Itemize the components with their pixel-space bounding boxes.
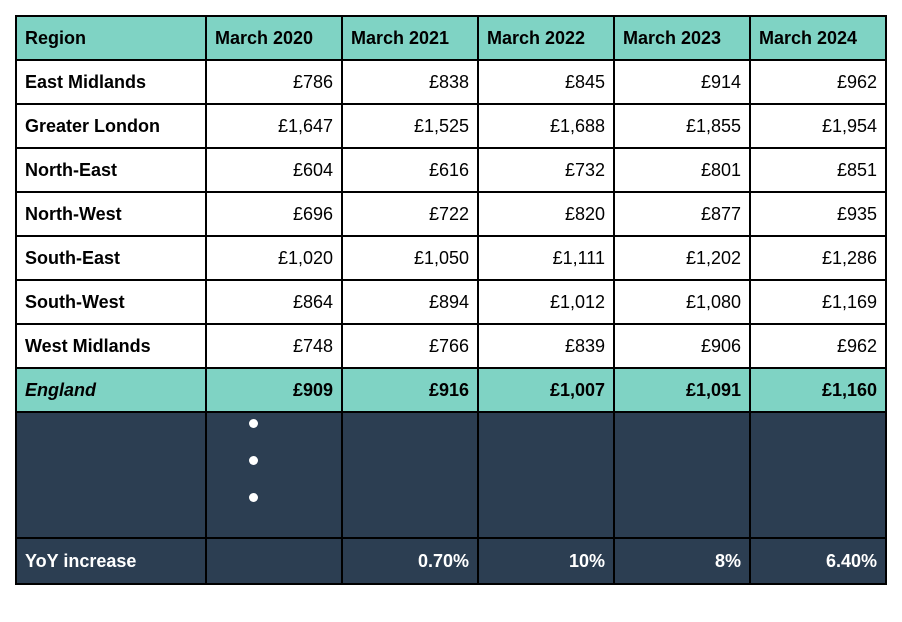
cell-value: £962: [750, 60, 886, 104]
cell-value: £1,050: [342, 236, 478, 280]
col-header-region: Region: [16, 16, 206, 60]
table-row: East Midlands £786 £838 £845 £914 £962: [16, 60, 886, 104]
cell-value: £1,169: [750, 280, 886, 324]
cell-value: £962: [750, 324, 886, 368]
yoy-value: [206, 538, 342, 584]
dot-icon: [249, 456, 258, 465]
table-row: West Midlands £748 £766 £839 £906 £962: [16, 324, 886, 368]
cell-value: £839: [478, 324, 614, 368]
region-name: East Midlands: [16, 60, 206, 104]
cell-value: £766: [342, 324, 478, 368]
table-row: South-West £864 £894 £1,012 £1,080 £1,16…: [16, 280, 886, 324]
england-summary-row: England £909 £916 £1,007 £1,091 £1,160: [16, 368, 886, 412]
cell-value: £616: [342, 148, 478, 192]
dots-container: [249, 419, 258, 502]
england-value: £909: [206, 368, 342, 412]
region-name: South-East: [16, 236, 206, 280]
cell-value: £1,080: [614, 280, 750, 324]
yoy-label: YoY increase: [16, 538, 206, 584]
england-value: £916: [342, 368, 478, 412]
decor-empty-cell: [16, 412, 206, 538]
cell-value: £1,647: [206, 104, 342, 148]
cell-value: £851: [750, 148, 886, 192]
cell-value: £838: [342, 60, 478, 104]
cell-value: £801: [614, 148, 750, 192]
rent-table: Region March 2020 March 2021 March 2022 …: [15, 15, 887, 585]
region-name: West Midlands: [16, 324, 206, 368]
table-row: North-East £604 £616 £732 £801 £851: [16, 148, 886, 192]
cell-value: £604: [206, 148, 342, 192]
col-header-2021: March 2021: [342, 16, 478, 60]
dot-icon: [249, 419, 258, 428]
decor-empty-cell: [750, 412, 886, 538]
cell-value: £722: [342, 192, 478, 236]
table-row: South-East £1,020 £1,050 £1,111 £1,202 £…: [16, 236, 886, 280]
cell-value: £1,525: [342, 104, 478, 148]
cell-value: £1,111: [478, 236, 614, 280]
yoy-value: 0.70%: [342, 538, 478, 584]
col-header-2020: March 2020: [206, 16, 342, 60]
cell-value: £935: [750, 192, 886, 236]
cell-value: £1,855: [614, 104, 750, 148]
cell-value: £845: [478, 60, 614, 104]
region-name: North-East: [16, 148, 206, 192]
cell-value: £1,020: [206, 236, 342, 280]
yoy-value: 10%: [478, 538, 614, 584]
cell-value: £1,954: [750, 104, 886, 148]
col-header-2024: March 2024: [750, 16, 886, 60]
table-row: Greater London £1,647 £1,525 £1,688 £1,8…: [16, 104, 886, 148]
cell-value: £786: [206, 60, 342, 104]
decor-empty-cell: [478, 412, 614, 538]
cell-value: £1,286: [750, 236, 886, 280]
dot-icon: [249, 493, 258, 502]
cell-value: £1,688: [478, 104, 614, 148]
england-value: £1,091: [614, 368, 750, 412]
cell-value: £914: [614, 60, 750, 104]
cell-value: £1,202: [614, 236, 750, 280]
table-header-row: Region March 2020 March 2021 March 2022 …: [16, 16, 886, 60]
cell-value: £906: [614, 324, 750, 368]
decor-empty-cell: [342, 412, 478, 538]
cell-value: £1,012: [478, 280, 614, 324]
yoy-row: YoY increase 0.70% 10% 8% 6.40%: [16, 538, 886, 584]
col-header-2022: March 2022: [478, 16, 614, 60]
decor-empty-cell: [614, 412, 750, 538]
cell-value: £877: [614, 192, 750, 236]
table-row: North-West £696 £722 £820 £877 £935: [16, 192, 886, 236]
cell-value: £732: [478, 148, 614, 192]
cell-value: £748: [206, 324, 342, 368]
region-name: Greater London: [16, 104, 206, 148]
region-name: North-West: [16, 192, 206, 236]
yoy-value: 8%: [614, 538, 750, 584]
cell-value: £820: [478, 192, 614, 236]
england-label: England: [16, 368, 206, 412]
cell-value: £696: [206, 192, 342, 236]
cell-value: £894: [342, 280, 478, 324]
england-value: £1,007: [478, 368, 614, 412]
col-header-2023: March 2023: [614, 16, 750, 60]
england-value: £1,160: [750, 368, 886, 412]
decor-row: [16, 412, 886, 538]
region-name: South-West: [16, 280, 206, 324]
decor-dots-cell: [206, 412, 342, 538]
yoy-value: 6.40%: [750, 538, 886, 584]
cell-value: £864: [206, 280, 342, 324]
